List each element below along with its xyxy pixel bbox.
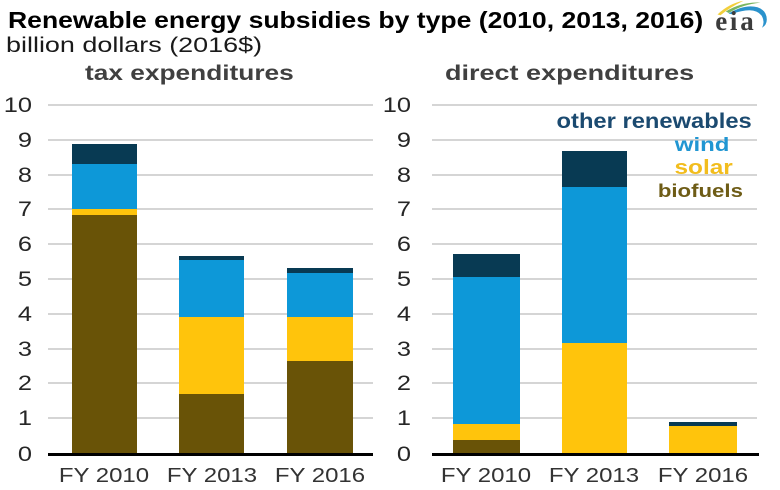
svg-text:eia: eia	[715, 6, 754, 36]
